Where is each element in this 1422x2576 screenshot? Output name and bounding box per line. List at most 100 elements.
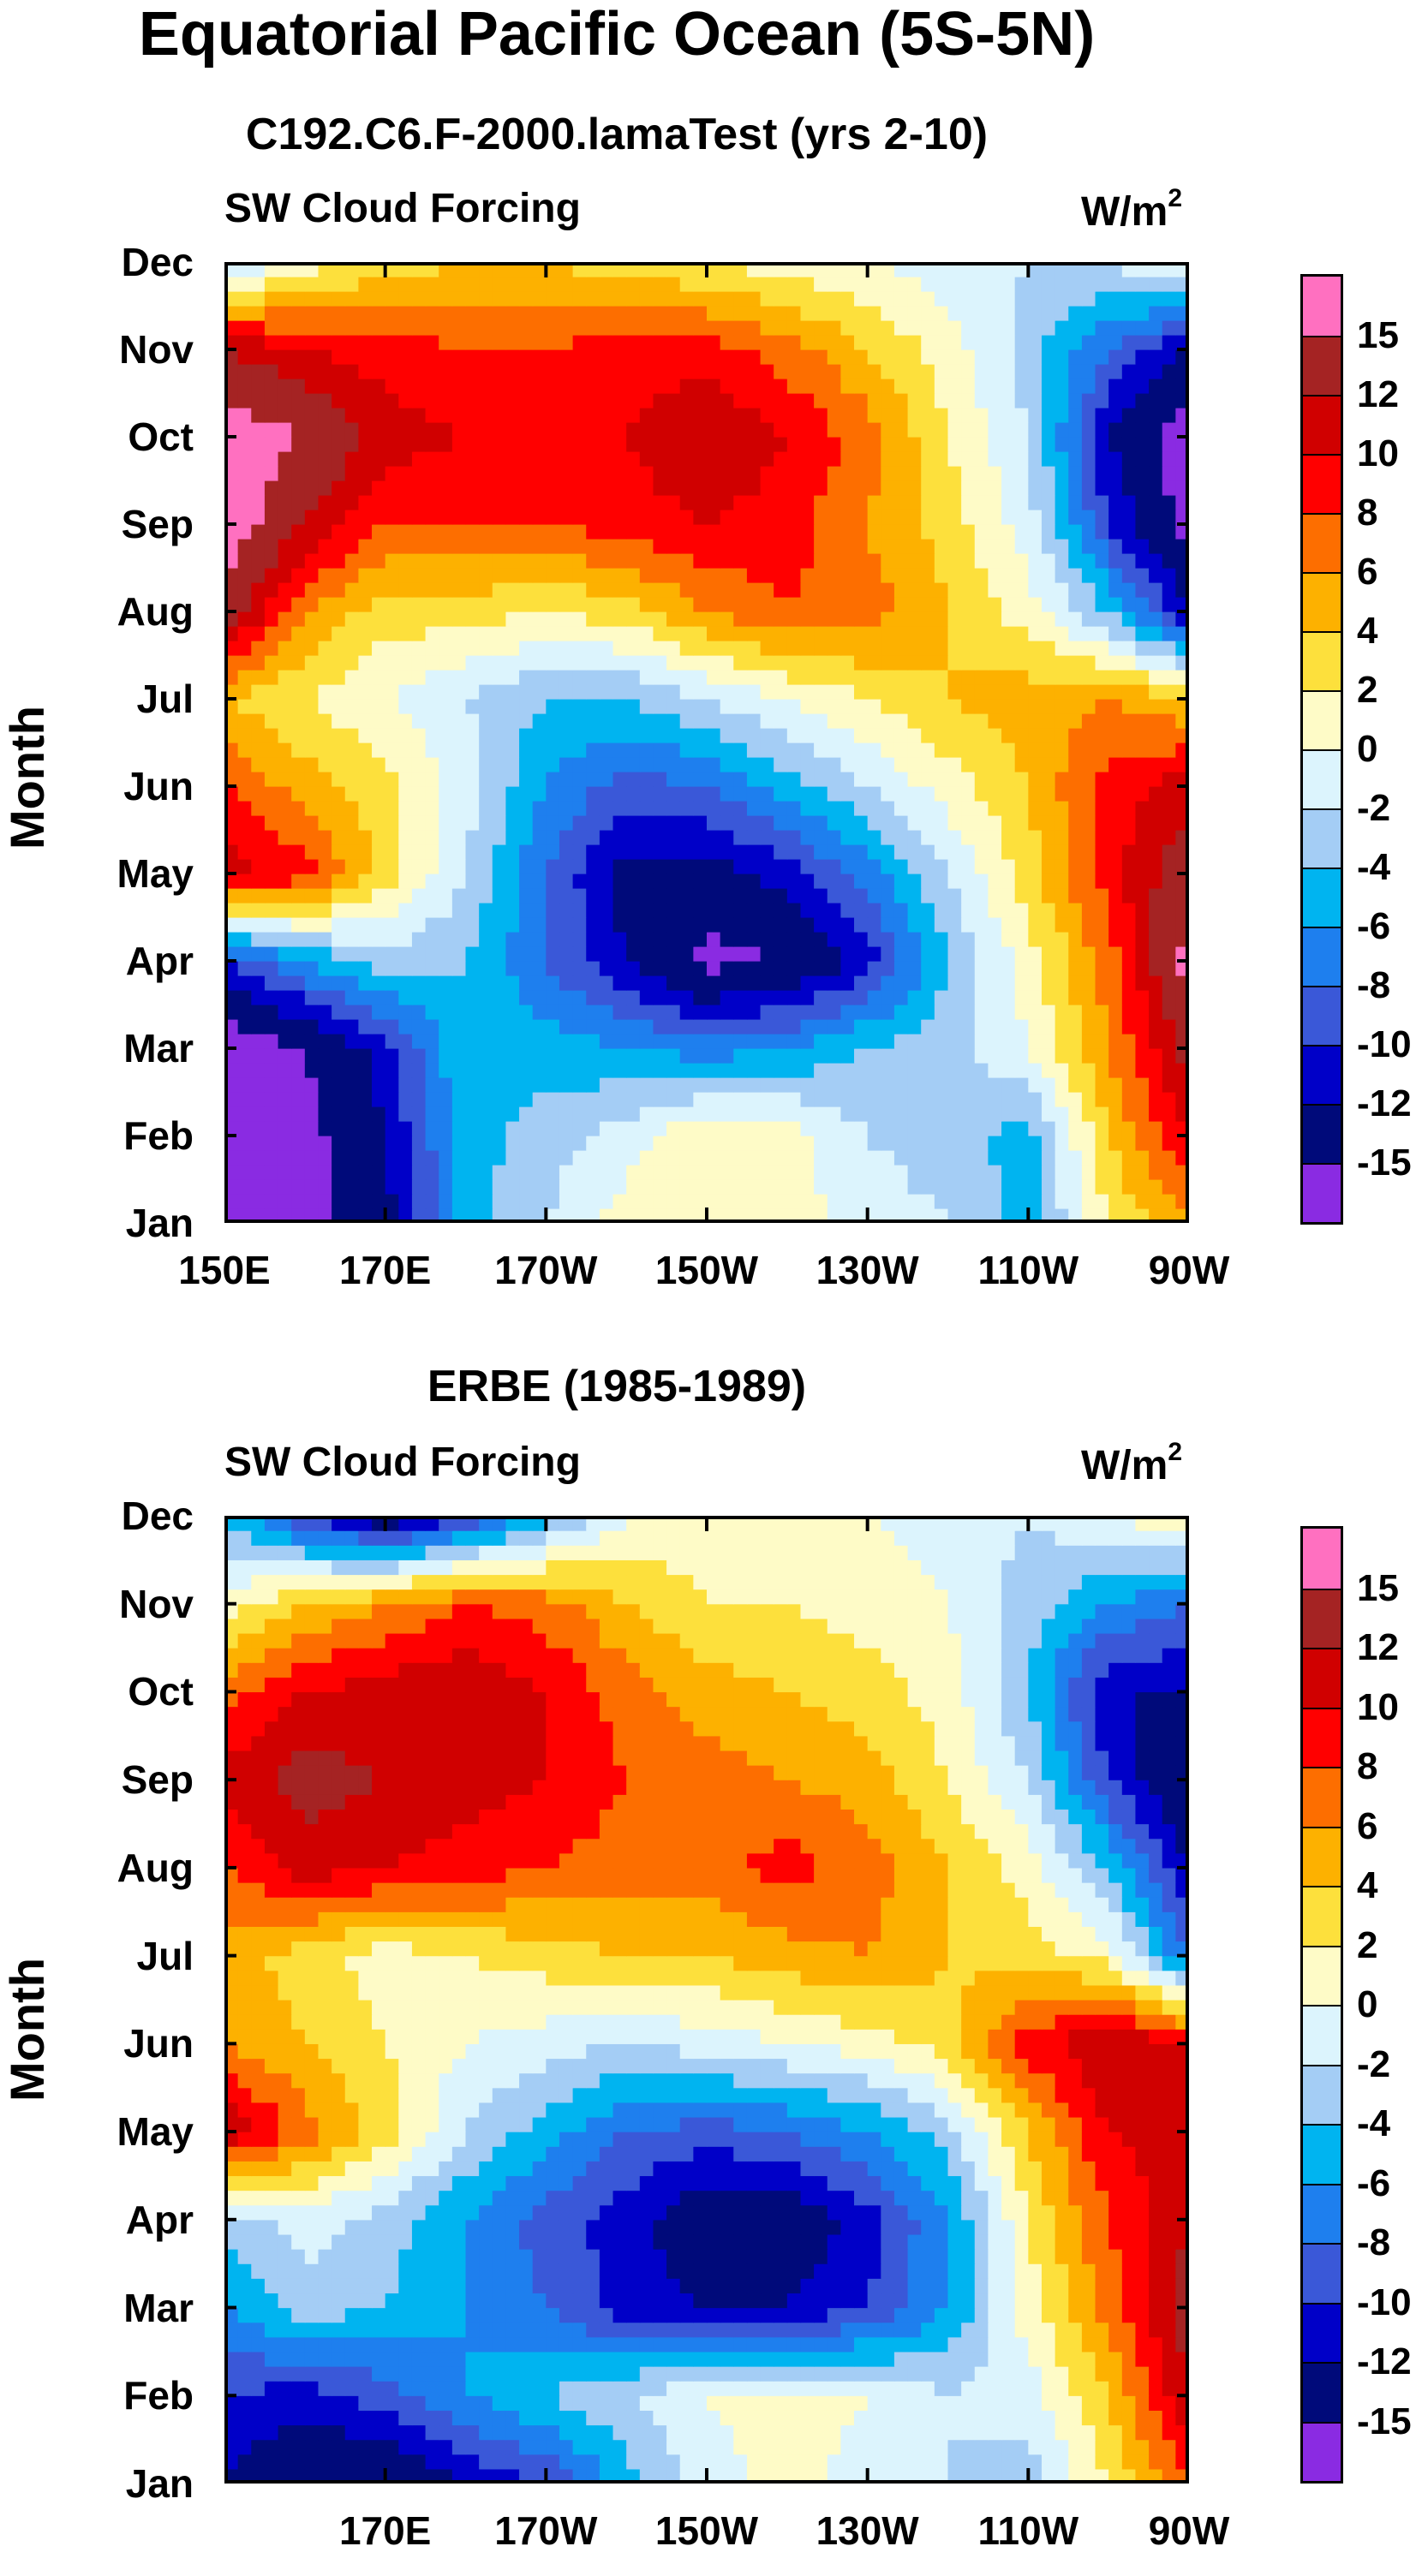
contour-cell (1014, 990, 1029, 1005)
contour-cell (907, 1179, 922, 1195)
contour-cell (398, 1034, 413, 1049)
contour-cell (774, 1179, 788, 1195)
colorbar-label: 8 (1357, 492, 1378, 534)
contour-cell (854, 1063, 869, 1078)
contour-cell (639, 1150, 654, 1166)
contour-cell (559, 1048, 574, 1064)
contour-cell (934, 1034, 949, 1049)
contour-cell (492, 1106, 507, 1122)
contour-cell (1068, 1077, 1083, 1093)
contour-cell (854, 1092, 869, 1107)
contour-cell (1121, 1019, 1137, 1035)
contour-cell (572, 1106, 587, 1122)
contour-cell (1121, 1165, 1137, 1180)
contour-cell (746, 1179, 762, 1195)
contour-cell (224, 1106, 239, 1122)
contour-cell (1081, 1063, 1096, 1078)
contour-cell (666, 1034, 681, 1049)
contour-cell (358, 1077, 373, 1093)
contour-cell (358, 961, 373, 976)
contour-cell (398, 1063, 413, 1078)
contour-cell (626, 990, 641, 1005)
contour-cell (304, 1077, 320, 1093)
contour-cell (1162, 1121, 1176, 1136)
contour-cell (1001, 1208, 1016, 1223)
contour-cell (1095, 1165, 1109, 1180)
contour-cell (532, 1136, 547, 1151)
contour-cell (679, 1179, 694, 1195)
contour-cell (519, 1077, 534, 1093)
contour-cell (1108, 1150, 1123, 1166)
contour-cell (1001, 1005, 1016, 1020)
colorbar-swatch (1303, 277, 1341, 336)
contour-cell (1001, 1136, 1016, 1151)
contour-cell (532, 990, 547, 1005)
contour-cell (612, 1208, 627, 1223)
contour-cell (479, 1106, 493, 1122)
contour-cell (519, 1208, 534, 1223)
contour-cell (492, 1019, 507, 1035)
contour-cell (532, 961, 547, 976)
contour-cell (1055, 1208, 1069, 1223)
contour-cell (344, 961, 359, 976)
contour-cell (304, 1034, 320, 1049)
contour-cell (733, 990, 748, 1005)
colorbar-label: -12 (1357, 1082, 1412, 1124)
contour-cell (786, 1106, 802, 1122)
contour-cell (840, 1019, 855, 1035)
contour-cell (653, 1063, 667, 1078)
contour-cell (988, 1208, 1002, 1223)
contour-cell (626, 1019, 641, 1035)
contour-cell (318, 1136, 332, 1151)
contour-cell (1041, 990, 1056, 1005)
contour-cell (1095, 1048, 1109, 1064)
contour-cell (425, 1092, 439, 1107)
contour-cell (1014, 1208, 1029, 1223)
contour-cell (465, 1034, 480, 1049)
contour-cell (1068, 1019, 1083, 1035)
contour-cell (1135, 1150, 1150, 1166)
contour-cell (666, 1063, 681, 1078)
contour-cell (224, 1034, 239, 1049)
contour-cell (854, 1136, 869, 1151)
contour-cell (385, 1150, 399, 1166)
contour-cell (425, 975, 439, 991)
contour-cell (707, 1150, 721, 1166)
contour-cell (372, 990, 386, 1005)
contour-cell (1149, 1019, 1163, 1035)
contour-cell (612, 1194, 627, 1209)
contour-cell (465, 1136, 480, 1151)
contour-cell (479, 990, 493, 1005)
contour-cell (881, 1150, 895, 1166)
contour-cell (800, 1194, 815, 1209)
contour-cell (532, 1208, 547, 1223)
contour-cell (653, 961, 667, 976)
contour-cell (385, 1063, 399, 1078)
contour-cell (411, 1165, 427, 1180)
contour-cell (546, 1092, 560, 1107)
contour-cell (479, 1136, 493, 1151)
contour-cell (666, 1179, 681, 1195)
contour-cell (224, 1092, 239, 1107)
contour-cell (881, 990, 895, 1005)
contour-cell (626, 975, 641, 991)
contour-cell (774, 961, 788, 976)
contour-cell (505, 1005, 520, 1020)
contour-cell (1162, 1136, 1176, 1151)
contour-cell (439, 1106, 453, 1122)
y-tick-label-nov: Nov (119, 327, 194, 372)
contour-cell (318, 1165, 332, 1180)
contour-cell (1149, 1208, 1163, 1223)
contour-cell (1068, 1165, 1083, 1180)
contour-cell (1108, 1106, 1123, 1122)
contour-cell (1149, 1165, 1163, 1180)
contour-cell (278, 990, 292, 1005)
contour-cell (425, 1179, 439, 1195)
panel-2-units-exponent: 2 (1168, 1438, 1183, 1466)
contour-cell (733, 1034, 748, 1049)
contour-cell (332, 1034, 346, 1049)
contour-cell (451, 1179, 467, 1195)
contour-cell (358, 1179, 373, 1195)
contour-cell (746, 1208, 762, 1223)
contour-cell (800, 1165, 815, 1180)
